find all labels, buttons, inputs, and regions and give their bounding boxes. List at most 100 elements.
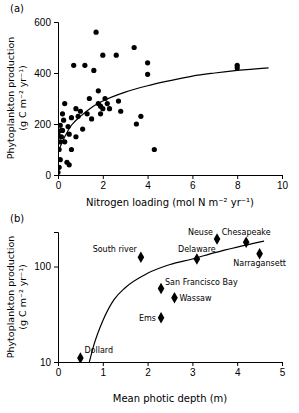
point-label: South river [93,245,138,254]
data-point [98,111,103,116]
y-tick: 0 [45,170,58,181]
y-tick-label: 200 [34,119,51,130]
point-labels: DollardSouth riverSan Francisco BayWassa… [84,228,286,355]
point-label: Delaware [178,245,216,254]
data-point [80,127,85,132]
x-tick-mark [192,362,193,366]
data-point [58,170,61,175]
y-tick-label: 100 [34,261,51,272]
figure: 02468100200400600(a)Nitrogen loading (mo… [0,0,299,413]
y-tick-label: 400 [34,68,51,79]
data-point [60,111,65,116]
y-tick-label: 600 [34,17,51,28]
data-point [73,134,78,139]
data-point [78,109,83,114]
data-point [158,283,165,294]
x-tick-label: 10 [277,180,289,191]
data-point [158,312,165,323]
x-axis: 0 1 2 3 4 5 [56,362,286,378]
data-point [145,72,150,77]
x-axis-line [59,363,283,367]
x-tick-label: 2 [101,180,107,191]
data-point [93,30,98,35]
y-tick: 10 [40,357,58,368]
y-tick-label: 0 [45,170,51,181]
data-point [87,96,92,101]
x-axis-title: Mean photic depth (m) [113,393,228,404]
data-point [132,45,137,50]
y-axis: 10 100 [34,233,58,368]
data-point [145,60,150,65]
data-point [82,63,87,68]
data-point [171,292,178,303]
x-tick-label: 8 [235,180,241,191]
data-point [214,233,221,244]
y-axis-line [54,23,59,176]
y-tick-mark [54,362,58,363]
x-tick-label: 5 [280,367,286,378]
x-axis-title: Nitrogen loading (mol N m⁻² yr⁻¹) [86,197,254,208]
y-axis: 0 200 400 600 [34,17,58,181]
x-tick: 4 [145,175,151,191]
x-tick-label: 3 [190,367,196,378]
data-point [138,114,143,119]
x-tick: 0 [56,175,62,191]
data-point [62,101,67,106]
y-tick-mark [54,175,58,176]
x-tick: 5 [280,362,286,378]
y-tick-mark [54,73,58,74]
data-point [100,106,105,111]
x-tick-label: 0 [56,367,62,378]
data-point [67,162,72,167]
data-point [69,147,74,152]
data-point [152,147,157,152]
data-point [61,118,66,123]
plot-area [58,30,269,175]
y-axis-title: Phytoplankton production [5,37,16,160]
data-point [114,53,119,58]
y-tick: 100 [34,261,58,272]
x-tick: 1 [101,362,107,378]
panel: 0 2 4 6 8 10 0 200 400 600 (a) Nitrogen loading (mo… [5,3,288,208]
data-point [58,123,63,128]
plot-area [77,233,264,362]
data-point [71,63,76,68]
x-tick-label: 6 [190,180,196,191]
fit-line [59,68,268,150]
data-point [100,53,105,58]
point-label: Ems [139,314,156,323]
y-axis-title: (g C m⁻² yr⁻¹) [17,264,28,330]
data-point [96,88,101,93]
x-tick-mark [282,362,283,366]
x-tick-label: 2 [145,367,151,378]
point-label: Narragansett [233,259,286,268]
y-tick-label: 10 [40,357,52,368]
point-label: Chesapeake [222,228,271,237]
data-point [138,252,145,263]
panel-title: (a) [10,3,24,14]
x-tick-mark [148,362,149,366]
y-tick: 400 [34,68,58,79]
data-point [105,101,110,106]
data-point [69,115,74,120]
y-tick: 200 [34,119,58,130]
panel: 0 1 2 3 4 5 10 100 DollardSouth riverSan Francis… [5,213,286,404]
data-point [243,236,250,247]
data-point [116,98,121,103]
y-axis-line [54,233,59,363]
x-axis-line [59,176,283,180]
x-tick-label: 4 [145,180,151,191]
x-tick: 6 [190,175,196,191]
x-tick-label: 4 [235,367,241,378]
x-tick: 10 [277,175,289,191]
x-tick: 8 [235,175,241,191]
y-tick: 600 [34,17,58,28]
y-axis-title: (g C m⁻² yr⁻¹) [17,65,28,131]
data-point [58,165,62,170]
y-axis-title: Phytoplankton production [5,236,16,359]
data-point [77,352,84,362]
x-tick: 3 [190,362,196,378]
panel-title: (b) [10,213,24,224]
x-axis: 0 2 4 6 8 10 [56,175,289,191]
data-point [91,68,96,73]
